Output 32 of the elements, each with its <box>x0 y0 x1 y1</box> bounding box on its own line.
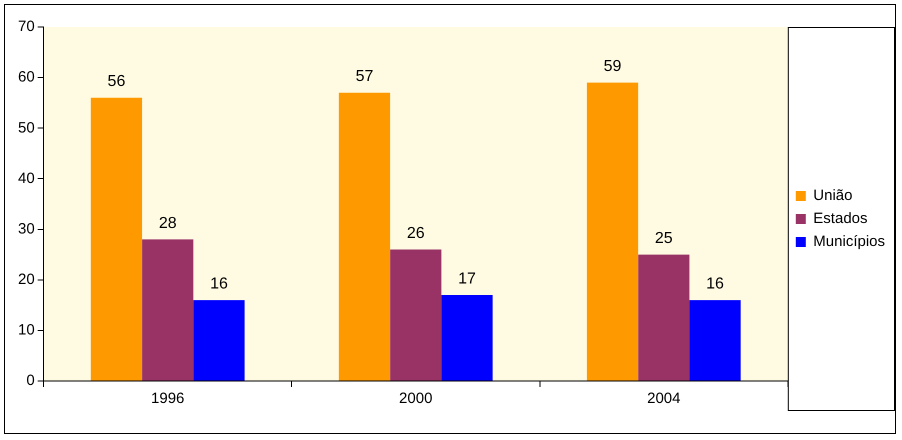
bar <box>90 98 142 380</box>
data-label: 56 <box>108 73 126 90</box>
data-label: 28 <box>158 214 177 232</box>
legend-label: União <box>813 187 853 204</box>
y-tick-label: 70 <box>18 18 35 36</box>
x-tick-label: 2000 <box>399 390 432 408</box>
y-tick-label: 20 <box>18 271 35 288</box>
y-tick-label: 10 <box>18 322 35 339</box>
bar <box>142 239 194 380</box>
bar <box>689 300 741 380</box>
data-label: 59 <box>604 58 622 76</box>
y-tick-label: 30 <box>18 220 35 238</box>
x-tick-label: 1996 <box>151 390 184 408</box>
legend-label: Estados <box>813 210 868 228</box>
data-label: 17 <box>458 270 476 288</box>
bar <box>390 250 442 380</box>
bar <box>338 92 390 380</box>
data-label: 57 <box>356 68 374 86</box>
bar <box>638 254 690 380</box>
data-label: 26 <box>406 224 425 242</box>
bar <box>586 82 638 380</box>
bar <box>193 300 245 380</box>
y-tick-label: 40 <box>18 170 35 187</box>
y-tick-label: 0 <box>26 372 35 390</box>
data-label: 25 <box>654 230 673 247</box>
y-tick-label: 60 <box>18 68 35 86</box>
x-tick-label: 2004 <box>647 390 680 408</box>
data-label: 16 <box>706 275 724 292</box>
bar <box>441 295 493 380</box>
data-label: 16 <box>210 275 228 292</box>
legend-label: Municípios <box>813 233 886 250</box>
y-tick-label: 50 <box>18 119 35 136</box>
